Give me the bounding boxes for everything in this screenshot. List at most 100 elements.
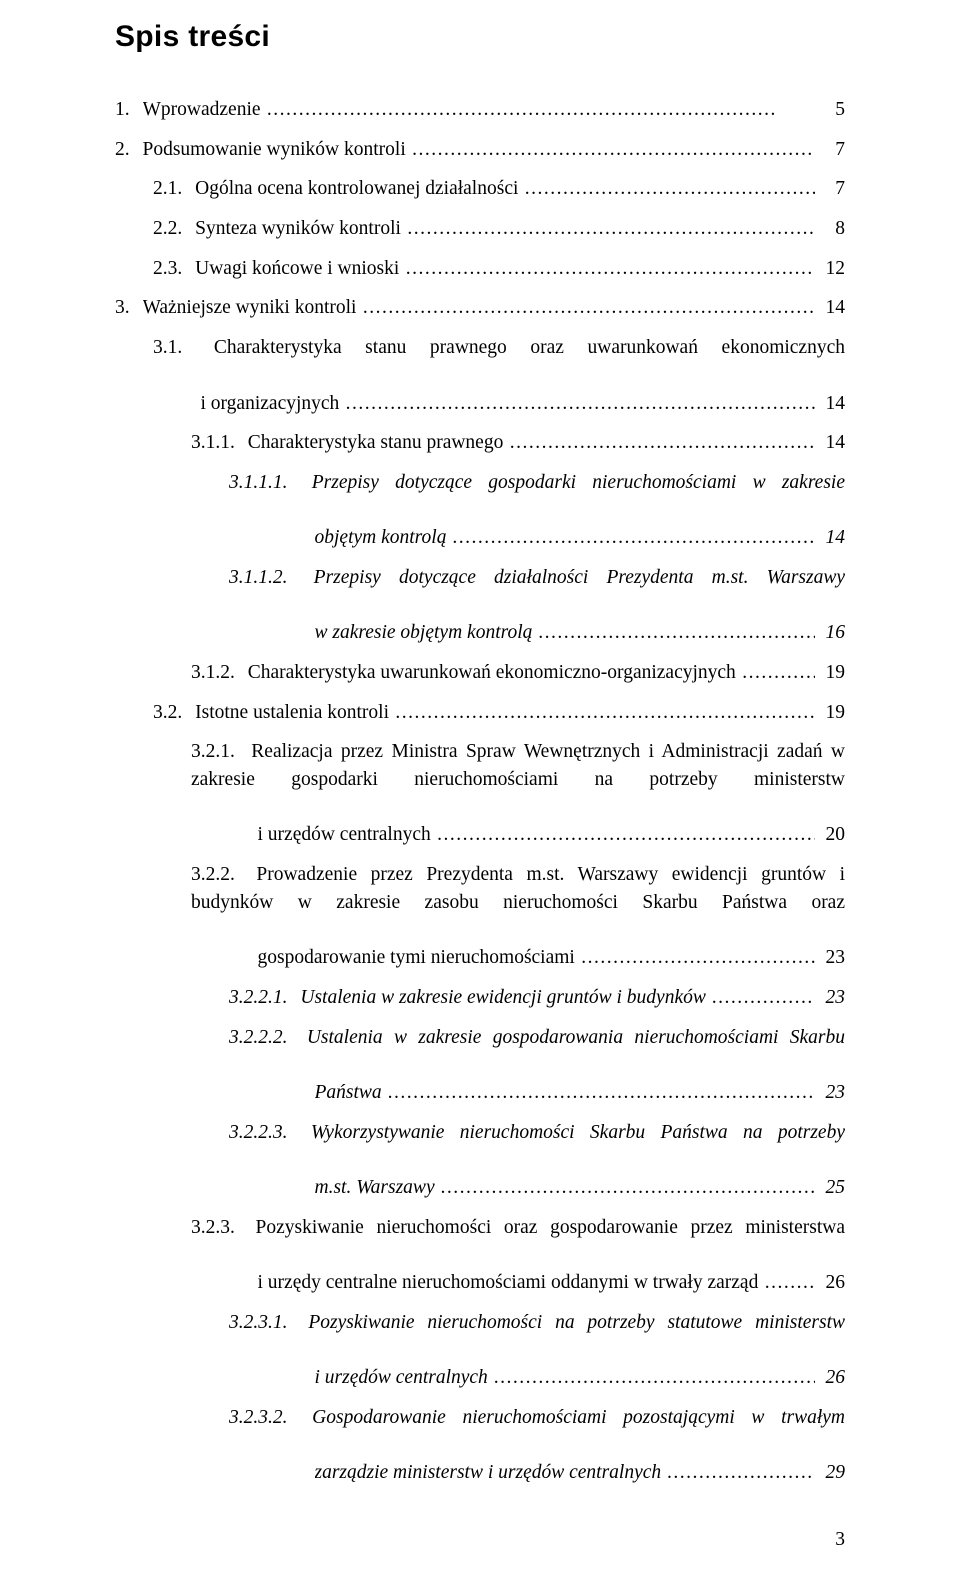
toc-entry-label: Pozyskiwanie nieruchomości oraz gospodar… bbox=[256, 1217, 845, 1238]
toc-entry-lastline: i urzędów centralnych ..................… bbox=[191, 821, 845, 849]
toc-entry: 3.2.2.1. Ustalenia w zakresie ewidencji … bbox=[229, 984, 845, 1012]
toc-entry-lastline: i urzędów centralnych ..................… bbox=[229, 1364, 845, 1392]
toc-entry-page: 26 bbox=[815, 1364, 845, 1392]
toc-entry-page: 16 bbox=[815, 619, 845, 647]
toc-entry-label: Ustalenia w zakresie ewidencji gruntów i… bbox=[300, 984, 815, 1012]
toc-entry: 3.1.1.1. Przepisy dotyczące gospodarki n… bbox=[229, 469, 845, 552]
toc-entry-number: 3.2.1. bbox=[191, 741, 251, 762]
toc-entry-label: Ogólna ocena kontrolowanej działalności … bbox=[195, 175, 815, 203]
toc-entry-firstlines: 3.2.1. Realizacja przez Ministra Spraw W… bbox=[191, 738, 845, 821]
toc-entry-page: 25 bbox=[815, 1174, 845, 1202]
toc-entry: 3.1.2. Charakterystyka uwarunkowań ekono… bbox=[191, 659, 845, 687]
toc-entry: 3.2.1. Realizacja przez Ministra Spraw W… bbox=[191, 738, 845, 849]
toc-entry-number: 3.1.1.1. bbox=[229, 472, 312, 493]
toc-entry-label: Podsumowanie wyników kontroli ..........… bbox=[143, 136, 816, 164]
page-title: Spis treści bbox=[115, 20, 845, 54]
toc-entry-lastline: zarządzie ministerstw i urzędów centraln… bbox=[229, 1459, 845, 1487]
toc-entry-label: Wykorzystywanie nieruchomości Skarbu Pań… bbox=[311, 1122, 845, 1143]
toc-entry-label: zarządzie ministerstw i urzędów centraln… bbox=[315, 1459, 816, 1487]
toc-entry-lastline: gospodarowanie tymi nieruchomościami ...… bbox=[191, 944, 845, 972]
toc-entry: 3.2.2. Prowadzenie przez Prezydenta m.st… bbox=[191, 861, 845, 972]
toc-entry-label: i urzędy centralne nieruchomościami odda… bbox=[258, 1269, 816, 1297]
toc-entry-page: 5 bbox=[815, 96, 845, 124]
toc-entry-label: Prowadzenie przez Prezydenta m.st. Warsz… bbox=[191, 864, 845, 913]
toc-entry-number: 2.1. bbox=[153, 175, 195, 203]
toc-entry-page: 7 bbox=[815, 175, 845, 203]
toc-entry-number: 3.2.2.1. bbox=[229, 984, 300, 1012]
toc-entry-page: 12 bbox=[815, 255, 845, 283]
toc-entry-number: 2. bbox=[115, 136, 143, 164]
toc-entry-number: 3.1.2. bbox=[191, 659, 248, 687]
toc-entry-number: 3.2.2.3. bbox=[229, 1122, 311, 1143]
toc-entry: 3.2.2.2. Ustalenia w zakresie gospodarow… bbox=[229, 1024, 845, 1107]
toc-entry-label: Państwa ................................… bbox=[315, 1079, 816, 1107]
toc-entry: 3.2.2.3. Wykorzystywanie nieruchomości S… bbox=[229, 1119, 845, 1202]
toc-entry-number: 3.2.2. bbox=[191, 864, 256, 885]
toc-entry-number: 1. bbox=[115, 96, 143, 124]
toc-entry-label: Synteza wyników kontroli ...............… bbox=[195, 215, 815, 243]
toc-entry-firstlines: 3.2.3. Pozyskiwanie nieruchomości oraz g… bbox=[191, 1214, 845, 1269]
toc-entry-number: 3.1.1. bbox=[191, 429, 248, 457]
toc-entry-label: gospodarowanie tymi nieruchomościami ...… bbox=[258, 944, 816, 972]
toc-entry-label: w zakresie objętym kontrolą ............… bbox=[315, 619, 816, 647]
toc-entry-number: 3.2.3. bbox=[191, 1217, 256, 1238]
toc-entry-page: 26 bbox=[815, 1269, 845, 1297]
toc-entry-firstlines: 3.1.1.2. Przepisy dotyczące działalności… bbox=[229, 564, 845, 619]
toc-entry-label: Przepisy dotyczące działalności Prezyden… bbox=[314, 567, 845, 588]
toc-entry-firstlines: 3.2.2. Prowadzenie przez Prezydenta m.st… bbox=[191, 861, 845, 944]
toc-entry-label: i urzędów centralnych ..................… bbox=[258, 821, 816, 849]
toc-entry: 3.1.1. Charakterystyka stanu prawnego ..… bbox=[191, 429, 845, 457]
toc-entry-label: Ustalenia w zakresie gospodarowania nier… bbox=[307, 1027, 845, 1048]
toc-entry-number: 3.2.3.1. bbox=[229, 1312, 308, 1333]
toc-entry: 2.2. Synteza wyników kontroli ..........… bbox=[153, 215, 845, 243]
toc-entry: 3.2.3. Pozyskiwanie nieruchomości oraz g… bbox=[191, 1214, 845, 1297]
toc-entry: 3.1. Charakterystyka stanu prawnego oraz… bbox=[153, 334, 845, 417]
table-of-contents: 1. Wprowadzenie ........................… bbox=[115, 96, 845, 1487]
toc-entry-page: 23 bbox=[815, 944, 845, 972]
toc-entry-page: 19 bbox=[815, 699, 845, 727]
toc-entry-label: m.st. Warszawy .........................… bbox=[315, 1174, 816, 1202]
toc-entry-lastline: i organizacyjnych ......................… bbox=[153, 390, 845, 418]
toc-entry: 3.1.1.2. Przepisy dotyczące działalności… bbox=[229, 564, 845, 647]
toc-entry-number: 3.2.3.2. bbox=[229, 1407, 312, 1428]
toc-entry-label: i urzędów centralnych ..................… bbox=[315, 1364, 816, 1392]
toc-entry-label: Istotne ustalenia kontroli .............… bbox=[195, 699, 815, 727]
toc-entry-number: 2.3. bbox=[153, 255, 195, 283]
toc-entry: 3. Ważniejsze wyniki kontroli ..........… bbox=[115, 294, 845, 322]
toc-entry-firstlines: 3.2.2.3. Wykorzystywanie nieruchomości S… bbox=[229, 1119, 845, 1174]
toc-entry: 2. Podsumowanie wyników kontroli .......… bbox=[115, 136, 845, 164]
toc-entry-label: Charakterystyka stanu prawnego .........… bbox=[248, 429, 815, 457]
toc-entry-page: 29 bbox=[815, 1459, 845, 1487]
toc-entry-page: 19 bbox=[815, 659, 845, 687]
toc-entry-number: 3.1. bbox=[153, 337, 214, 358]
toc-entry-page: 23 bbox=[815, 1079, 845, 1107]
page: Spis treści 1. Wprowadzenie ............… bbox=[0, 0, 960, 1585]
toc-entry-label: Pozyskiwanie nieruchomości na potrzeby s… bbox=[308, 1312, 845, 1333]
toc-entry-firstlines: 3.2.2.2. Ustalenia w zakresie gospodarow… bbox=[229, 1024, 845, 1079]
toc-entry: 3.2.3.1. Pozyskiwanie nieruchomości na p… bbox=[229, 1309, 845, 1392]
toc-entry-page: 23 bbox=[815, 984, 845, 1012]
toc-entry: 3.2.3.2. Gospodarowanie nieruchomościami… bbox=[229, 1404, 845, 1487]
toc-entry-lastline: w zakresie objętym kontrolą ............… bbox=[229, 619, 845, 647]
toc-entry-label: Charakterystyka uwarunkowań ekonomiczno-… bbox=[248, 659, 815, 687]
toc-entry-firstlines: 3.2.3.2. Gospodarowanie nieruchomościami… bbox=[229, 1404, 845, 1459]
toc-entry-label: Gospodarowanie nieruchomościami pozostaj… bbox=[312, 1407, 845, 1428]
toc-entry-firstlines: 3.1. Charakterystyka stanu prawnego oraz… bbox=[153, 334, 845, 389]
toc-entry-number: 3.2. bbox=[153, 699, 195, 727]
toc-entry-label: Uwagi końcowe i wnioski ................… bbox=[195, 255, 815, 283]
toc-entry-page: 7 bbox=[815, 136, 845, 164]
toc-entry-number: 3. bbox=[115, 294, 143, 322]
toc-entry: 1. Wprowadzenie ........................… bbox=[115, 96, 845, 124]
toc-entry-label: objętym kontrolą .......................… bbox=[315, 524, 816, 552]
toc-entry-label: Ważniejsze wyniki kontroli .............… bbox=[143, 294, 816, 322]
toc-entry: 3.2. Istotne ustalenia kontroli ........… bbox=[153, 699, 845, 727]
toc-entry: 2.3. Uwagi końcowe i wnioski ...........… bbox=[153, 255, 845, 283]
toc-entry-firstlines: 3.1.1.1. Przepisy dotyczące gospodarki n… bbox=[229, 469, 845, 524]
toc-entry-number: 3.2.2.2. bbox=[229, 1027, 307, 1048]
toc-entry-lastline: objętym kontrolą .......................… bbox=[229, 524, 845, 552]
toc-entry-page: 14 bbox=[815, 390, 845, 418]
toc-entry-label: Przepisy dotyczące gospodarki nieruchomo… bbox=[312, 472, 845, 493]
toc-entry-firstlines: 3.2.3.1. Pozyskiwanie nieruchomości na p… bbox=[229, 1309, 845, 1364]
toc-entry-lastline: Państwa ................................… bbox=[229, 1079, 845, 1107]
toc-entry-lastline: m.st. Warszawy .........................… bbox=[229, 1174, 845, 1202]
